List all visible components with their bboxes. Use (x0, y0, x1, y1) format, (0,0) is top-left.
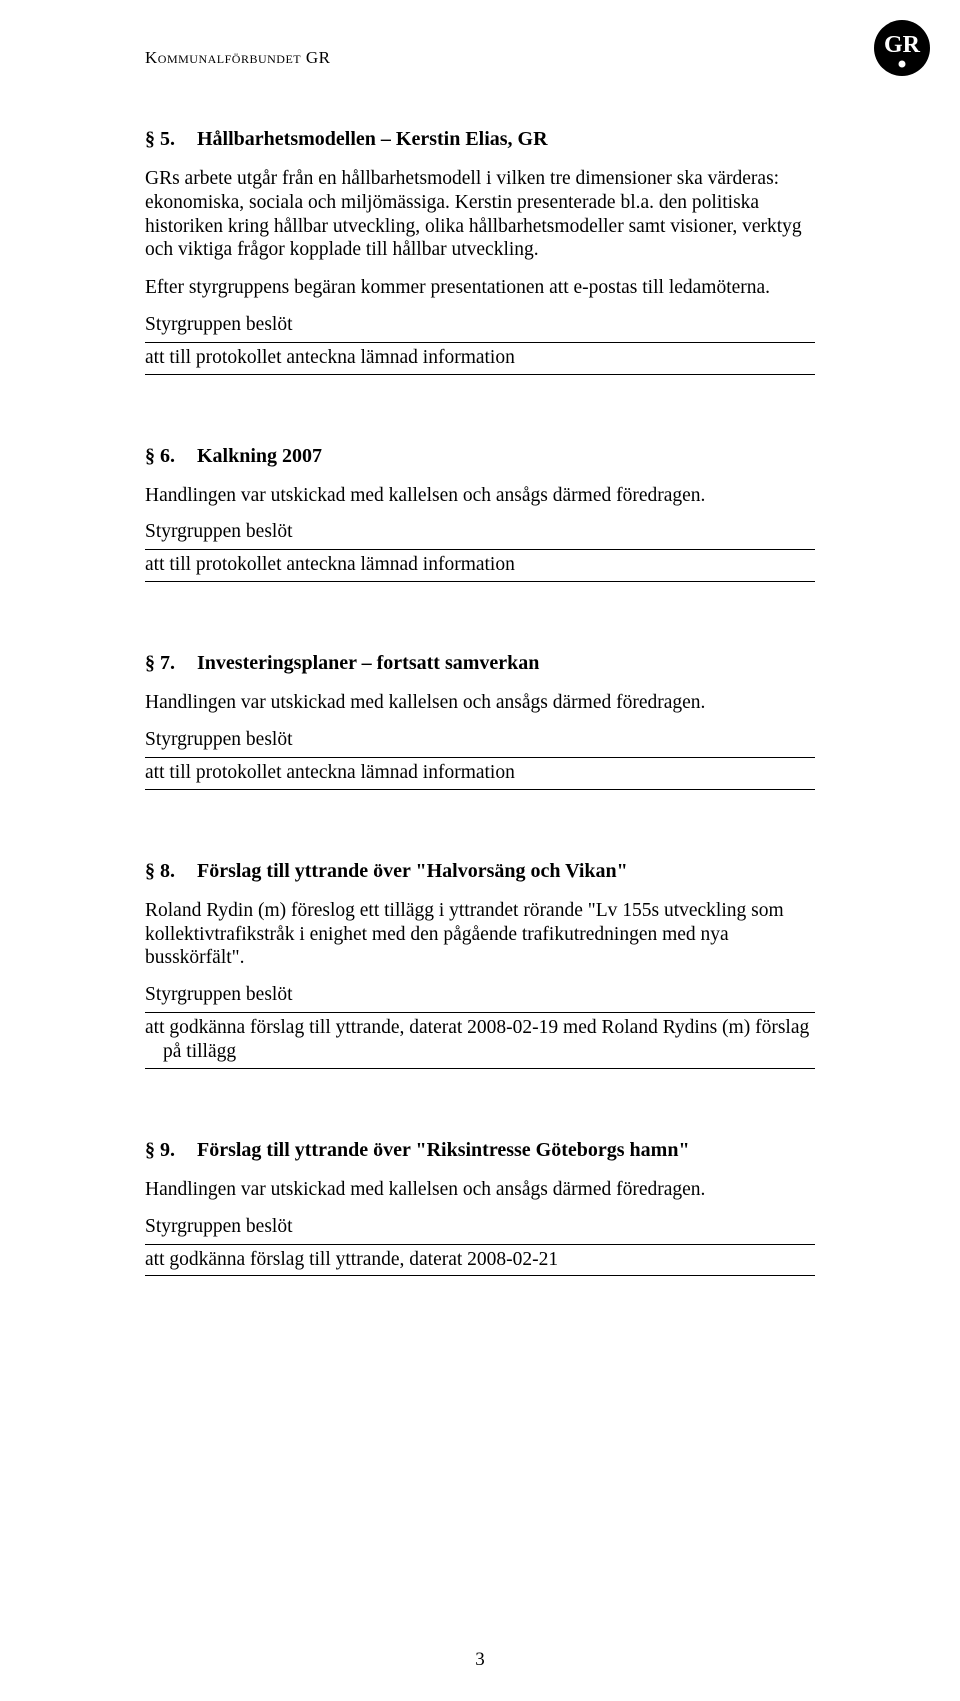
section-heading: § 7.Investeringsplaner – fortsatt samver… (145, 652, 815, 675)
section-title: Investeringsplaner – fortsatt samverkan (197, 652, 539, 674)
section-number: § 8. (145, 860, 197, 883)
org-header: Kommunalförbundet GR (145, 48, 815, 68)
section-number: § 6. (145, 445, 197, 468)
section-title: Förslag till yttrande över "Halvorsäng o… (197, 860, 628, 882)
paragraph: Handlingen var utskickad med kallelsen o… (145, 691, 815, 715)
paragraph: Handlingen var utskickad med kallelsen o… (145, 1178, 815, 1202)
section-number: § 5. (145, 128, 197, 151)
decision-text: att till protokollet anteckna lämnad inf… (145, 757, 815, 790)
paragraph: GRs arbete utgår från en hållbarhetsmode… (145, 167, 815, 262)
decision-label: Styrgruppen beslöt (145, 314, 815, 336)
section-9: § 9.Förslag till yttrande över "Riksintr… (145, 1139, 815, 1277)
decision-text: att godkänna förslag till yttrande, date… (145, 1012, 815, 1069)
section-heading: § 9.Förslag till yttrande över "Riksintr… (145, 1139, 815, 1162)
decision-text: att till protokollet anteckna lämnad inf… (145, 549, 815, 582)
gr-logo: GR (874, 20, 930, 76)
decision-label: Styrgruppen beslöt (145, 521, 815, 543)
decision-text: att godkänna förslag till yttrande, date… (145, 1244, 815, 1277)
section-8: § 8.Förslag till yttrande över "Halvorsä… (145, 860, 815, 1069)
svg-text:GR: GR (884, 32, 921, 58)
decision-text: att till protokollet anteckna lämnad inf… (145, 342, 815, 375)
section-number: § 7. (145, 652, 197, 675)
section-heading: § 8.Förslag till yttrande över "Halvorsä… (145, 860, 815, 883)
section-title: Förslag till yttrande över "Riksintresse… (197, 1139, 690, 1161)
section-heading: § 5.Hållbarhetsmodellen – Kerstin Elias,… (145, 128, 815, 151)
section-6: § 6.Kalkning 2007 Handlingen var utskick… (145, 445, 815, 583)
decision-label: Styrgruppen beslöt (145, 1216, 815, 1238)
section-heading: § 6.Kalkning 2007 (145, 445, 815, 468)
decision-label: Styrgruppen beslöt (145, 729, 815, 751)
page-number: 3 (0, 1649, 960, 1671)
section-title: Kalkning 2007 (197, 445, 322, 467)
document-page: Kommunalförbundet GR § 5.Hållbarhetsmode… (0, 0, 960, 1336)
section-5: § 5.Hållbarhetsmodellen – Kerstin Elias,… (145, 128, 815, 375)
section-title: Hållbarhetsmodellen – Kerstin Elias, GR (197, 128, 548, 150)
paragraph: Handlingen var utskickad med kallelsen o… (145, 484, 815, 508)
section-7: § 7.Investeringsplaner – fortsatt samver… (145, 652, 815, 790)
paragraph: Roland Rydin (m) föreslog ett tillägg i … (145, 899, 815, 970)
section-number: § 9. (145, 1139, 197, 1162)
paragraph: Efter styrgruppens begäran kommer presen… (145, 276, 815, 300)
decision-label: Styrgruppen beslöt (145, 984, 815, 1006)
